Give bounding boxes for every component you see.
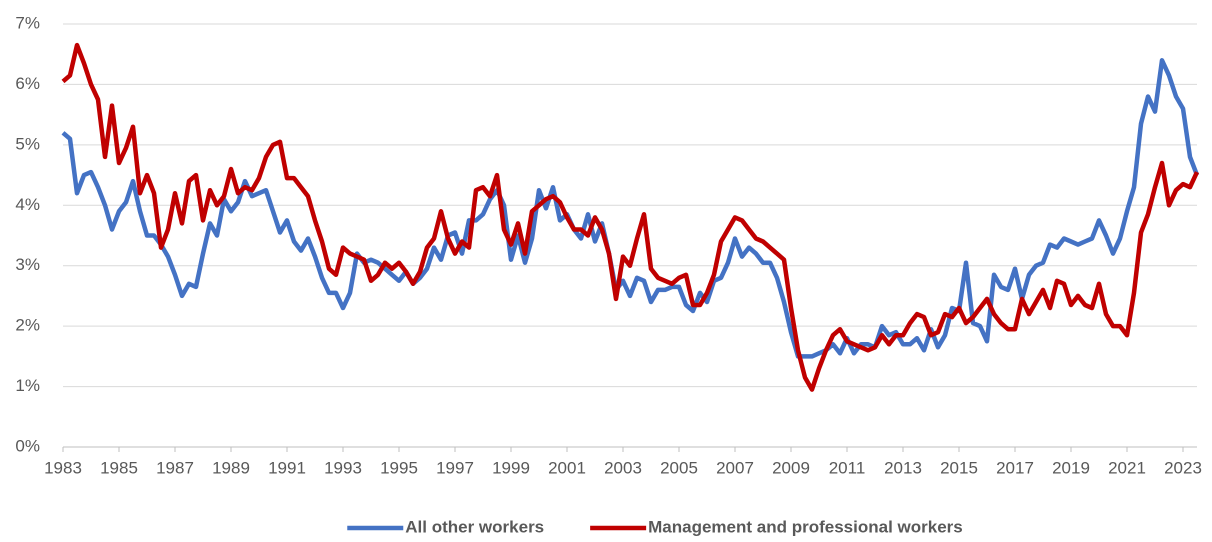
x-tick-label: 1983 (44, 458, 82, 477)
y-tick-label: 3% (15, 255, 40, 274)
y-tick-label: 6% (15, 74, 40, 93)
x-tick-label: 1985 (100, 458, 138, 477)
series-line (61, 58, 1200, 359)
x-tick-label: 2001 (548, 458, 586, 477)
x-tick-label: 2007 (716, 458, 754, 477)
x-tick-label: 2023 (1164, 458, 1202, 477)
x-tick-label: 1991 (268, 458, 306, 477)
x-tick-label: 1989 (212, 458, 250, 477)
x-tick-label: 1995 (380, 458, 418, 477)
y-tick-label: 5% (15, 134, 40, 153)
x-tick-label: 2019 (1052, 458, 1090, 477)
y-tick-label: 2% (15, 316, 40, 335)
y-tick-label: 1% (15, 376, 40, 395)
x-tick-label: 2009 (772, 458, 810, 477)
legend-text: Management and professional workers (648, 517, 963, 536)
x-tick-label: 2013 (884, 458, 922, 477)
legend: All other workers Management and professi… (347, 517, 963, 536)
y-tick-label: 7% (15, 13, 40, 32)
x-tick-label: 2003 (604, 458, 642, 477)
x-tick-label: 2011 (829, 458, 866, 477)
y-tick-label: 4% (15, 195, 40, 214)
x-tick-label: 2021 (1108, 458, 1146, 477)
y-tick-label: 0% (15, 436, 40, 455)
x-tick-label: 1997 (436, 458, 474, 477)
x-tick-label: 2017 (996, 458, 1034, 477)
series-line (61, 42, 1200, 392)
legend-text: All other workers (405, 517, 544, 536)
x-tick-label: 1993 (324, 458, 362, 477)
x-tick-label: 1999 (492, 458, 530, 477)
x-tick-label: 2015 (940, 458, 978, 477)
x-tick-label: 2005 (660, 458, 698, 477)
x-tick-label: 1987 (156, 458, 194, 477)
